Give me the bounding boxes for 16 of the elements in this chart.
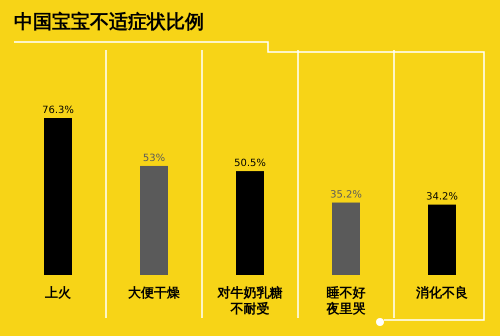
chart-title: 中国宝宝不适症状比例 bbox=[14, 11, 204, 33]
data-label: 53% bbox=[142, 152, 166, 164]
bar bbox=[428, 204, 456, 275]
bar bbox=[332, 202, 360, 275]
x-tick-label: 上火 bbox=[44, 286, 72, 301]
bar bbox=[44, 118, 72, 275]
x-tick-label: 大便干燥 bbox=[128, 286, 180, 301]
data-label: 34.2% bbox=[426, 192, 458, 203]
x-tick-label: 对牛奶乳糖不耐受 bbox=[216, 285, 282, 317]
bar bbox=[140, 166, 168, 275]
data-label: 50.5% bbox=[234, 158, 266, 170]
data-label: 76.3% bbox=[42, 105, 74, 116]
bar bbox=[236, 171, 264, 275]
data-label: 35.2% bbox=[330, 190, 362, 201]
x-tick-label: 睡不好夜里哭 bbox=[326, 285, 366, 317]
x-tick-label: 消化不良 bbox=[415, 285, 468, 301]
